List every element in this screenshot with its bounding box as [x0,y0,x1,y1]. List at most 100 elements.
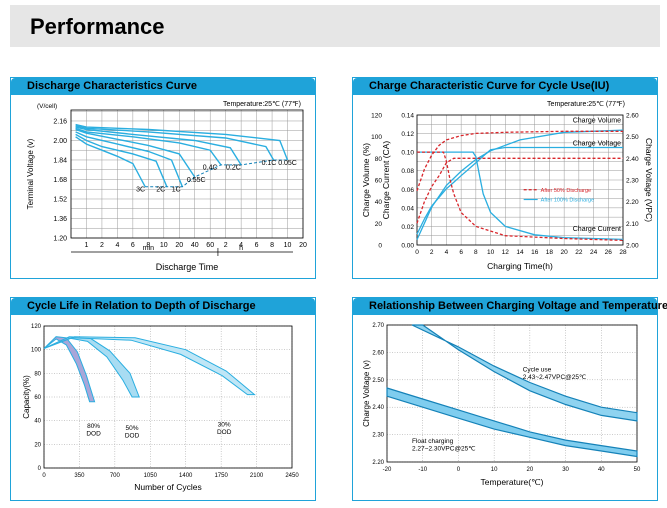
discharge-curve-0.55C [75,128,196,178]
x-tick-label: 20 [527,467,534,473]
current-tick-label: 0.06 [401,187,414,194]
x-tick-label: 700 [110,473,121,479]
volume-tick-label: 60 [375,178,383,185]
legend-label-50: After 50% Discharge [541,188,591,194]
volume-tick-label: 0 [378,243,382,250]
y-tick-label: 0 [38,466,42,472]
band-label: Float charging [412,438,454,445]
page-header: Performance [10,5,660,47]
x-tick-label: 1750 [214,473,228,479]
dod-label: 30% [218,422,231,429]
x-tick-label: 1050 [144,473,158,479]
x-tick-label: 10 [491,467,498,473]
discharge-curve-0.05C [75,123,289,161]
voltage-temp-chart-title: Relationship Between Charging Voltage an… [369,300,667,312]
x-tick-label: 1400 [179,473,193,479]
x-tick-label: 2 [100,242,104,249]
temperature-note: Temperature:25℃ (77℉) [223,101,301,108]
voltage-tick-label: 2.20 [626,199,639,206]
x-axis-label: Charging Time(h) [487,261,553,271]
x-tick-label: 12 [502,249,510,256]
y-unit-label: (V/cell) [37,103,57,110]
dod-band [43,336,140,398]
x-tick-label: 20 [175,242,183,249]
curve-label: 1C [172,187,181,194]
voltage-temp-panel-header: Relationship Between Charging Voltage an… [353,298,667,315]
x-tick-label: 4 [115,242,119,249]
x-tick-label: 2100 [250,473,264,479]
y-tick-label: 2.70 [372,323,384,329]
x-tick-label: 6 [255,242,259,249]
discharge-panel: Discharge Characteristics Curve Temperat… [10,77,316,279]
charge-curve-voltage-dashed [416,157,623,224]
y-axis-label-volume: Charge Volume (%) [361,143,371,217]
voltage-tick-label: 2.00 [626,243,639,250]
dod-label: 80% [87,423,100,430]
discharge-curve-1C [75,131,184,188]
voltage-tick-label: 2.10 [626,221,639,228]
y-tick-label: 1.68 [53,177,67,184]
plot-frame [70,109,304,239]
charge-chart-title: Charge Characteristic Curve for Cycle Us… [369,80,610,92]
voltage-band [411,324,638,422]
discharge-chart-title: Discharge Characteristics Curve [27,80,197,92]
dod-label: DOD [86,430,101,437]
discharge-chart: Temperature:25℃ (77℉) (V/cell) 2.16 2.00 1.8… [26,101,307,272]
charge-curve-current-dashed [417,151,624,242]
x-tick-label: 40 [598,467,605,473]
current-tick-label: 0.14 [401,113,414,120]
voltage-band [386,387,638,458]
x-tick-label: 10 [487,249,495,256]
y-tick-label: 1.84 [53,157,67,164]
x-tick-label: 10 [160,242,168,249]
temperature-note: Temperature:25℃ (77℉) [547,101,625,108]
x-tick-label: 14 [516,249,524,256]
cyclelife-chart: 120 100 80 60 40 20 00 350 700 1050 1400 1750 2100 24… [22,324,299,492]
curve-label-current: Charge Current [573,226,621,233]
x-axis-label: Discharge Time [156,262,219,272]
x-tick-label: 2450 [285,473,299,479]
x-axis-label: Temperature(℃) [481,477,544,487]
cyclelife-panel: Cycle Life in Relation to Depth of Disch… [10,297,316,501]
current-tick-label: 0.12 [401,131,414,138]
current-tick-label: 0.00 [401,243,414,250]
x-tick-label: 40 [191,242,199,249]
voltage-tick-label: 2.40 [626,156,639,163]
y-tick-label: 2.00 [53,138,67,145]
x-tick-label: 20 [299,242,307,249]
y-tick-label: 20 [34,442,41,448]
x-tick-label: 18 [546,249,554,256]
discharge-curve-2C [75,133,168,188]
x-axis-label: Number of Cycles [134,482,202,492]
curve-label: 0.1C [262,160,277,167]
voltage-tick-label: 2.30 [626,178,639,185]
curve-label: 0.4C [203,165,218,172]
cyclelife-panel-header: Cycle Life in Relation to Depth of Disch… [11,298,315,315]
dod-label: DOD [217,429,232,436]
y-tick-label: 120 [31,324,42,330]
band-label: 2.43~2.47VPC@25℃ [523,374,587,381]
charge-curve-volume-solid [416,129,624,240]
x-tick-label: 60 [206,242,214,249]
x-tick-label: 22 [575,249,583,256]
x-tick-label: 8 [474,249,478,256]
discharge-curve-0.2C [75,126,242,166]
curve-label: 0.2C [226,165,241,172]
x-tick-label: 8 [270,242,274,249]
dod-label: DOD [125,433,140,440]
x-tick-label: 2 [224,242,228,249]
x-tick-label: 10 [284,242,292,249]
y-axis-label-current: Charge Current (CA) [381,141,391,220]
voltage-temp-chart: 2.70 2.60 2.50 2.40 2.30 2.20-20 -10 0 10 20 30 40 5… [362,323,641,487]
charge-curve-voltage-solid [416,146,623,235]
y-tick-label: 1.52 [53,196,67,203]
y-tick-label: 2.30 [372,433,384,439]
cutoff-voltage-line [145,159,288,188]
current-tick-label: 0.10 [401,150,414,157]
x-tick-label: 50 [634,467,641,473]
y-tick-label: 80 [34,371,41,377]
volume-tick-label: 120 [371,113,382,120]
charge-curve-current-solid [417,151,624,241]
current-tick-label: 0.02 [401,224,414,231]
y-tick-label: 40 [34,419,41,425]
